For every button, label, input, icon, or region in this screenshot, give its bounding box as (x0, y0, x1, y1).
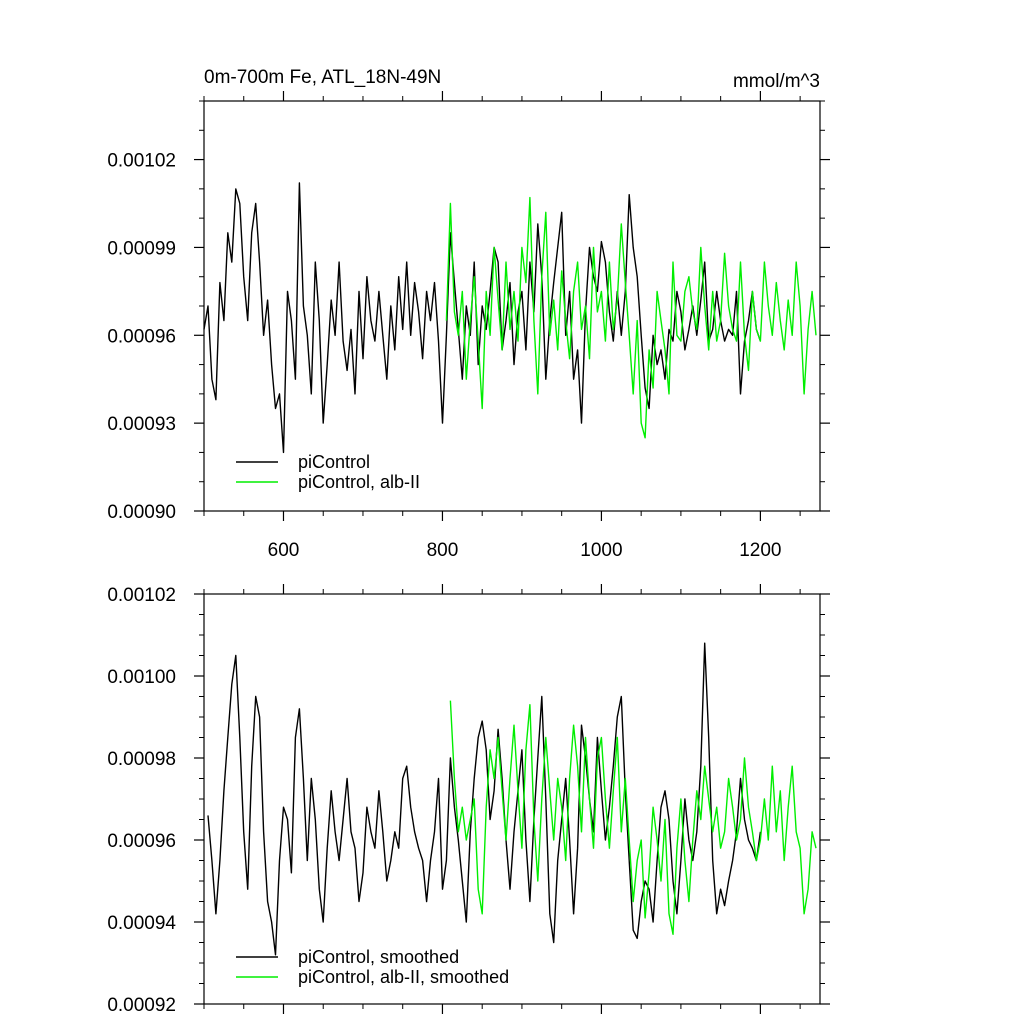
top-x-tick-label: 1000 (580, 540, 622, 561)
bottom-panel: 0.00092 0.00094 0.00096 0.00098 0.00100 0.001… (107, 584, 830, 1016)
top-y-tick-label: 0.00090 (107, 502, 176, 523)
bottom-series-line-2 (449, 700, 817, 935)
figure-units: mmol/m^3 (733, 71, 820, 92)
bottom-y-tick-label: 0.00100 (107, 667, 176, 688)
top-series-group (203, 182, 817, 454)
top-x-tick-label: 1200 (739, 540, 781, 561)
top-x-tick-label: 600 (268, 540, 300, 561)
top-axis-ticks: 600 800 1000 1200 0.00090 0.00093 0.00096 0.000… (107, 91, 830, 561)
figure-title: 0m-700m Fe, ATL_18N-49N (204, 67, 441, 88)
top-y-tick-label: 0.00093 (107, 414, 176, 435)
bottom-y-tick-label: 0.00098 (107, 749, 176, 770)
top-panel: 600 800 1000 1200 0.00090 0.00093 0.00096 0.000… (107, 91, 830, 561)
top-x-tick-label: 800 (427, 540, 459, 561)
top-series-line-1 (203, 182, 762, 454)
top-y-tick-label: 0.00102 (107, 151, 176, 172)
top-y-tick-label: 0.00096 (107, 326, 176, 347)
bottom-legend-label-2: piControl, alb-II, smoothed (298, 967, 509, 987)
top-legend-label-1: piControl (298, 452, 370, 472)
bottom-y-tick-label: 0.00096 (107, 831, 176, 852)
top-series-line-2 (445, 196, 817, 439)
bottom-y-tick-label: 0.00092 (107, 995, 176, 1016)
bottom-series-group (207, 642, 817, 956)
bottom-series-line-1 (207, 642, 762, 956)
bottom-y-tick-label: 0.00094 (107, 913, 176, 934)
bottom-axis-ticks: 0.00092 0.00094 0.00096 0.00098 0.00100 0.001… (107, 584, 830, 1016)
top-legend-label-2: piControl, alb-II (298, 472, 420, 492)
top-y-tick-label: 0.00099 (107, 238, 176, 259)
bottom-y-tick-label: 0.00102 (107, 585, 176, 606)
bottom-legend-label-1: piControl, smoothed (298, 947, 459, 967)
